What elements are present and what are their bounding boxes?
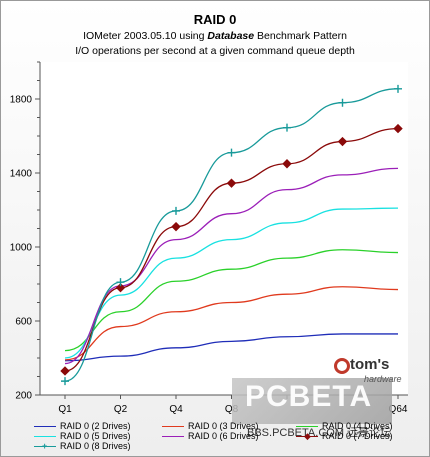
series-line-7 (64, 88, 399, 382)
legend-label-6: RAID 0 (7 Drives) (322, 431, 393, 441)
pcbeta-watermark-url: BBS.PCBETA.COM 远景论坛 (247, 427, 392, 439)
legend-swatch-5 (162, 436, 184, 437)
series-point-7 (394, 84, 402, 93)
subtitle-prefix: IOMeter 2003.05.10 using (83, 30, 208, 42)
series-point-7 (227, 148, 236, 157)
series-line-2 (64, 286, 399, 361)
legend-swatch-1 (34, 426, 56, 427)
y-tick-label: 600 (15, 317, 32, 328)
series-point-7 (61, 377, 69, 386)
series-point-6 (226, 178, 237, 188)
series-point-7 (172, 206, 180, 215)
legend-swatch-3 (296, 426, 318, 427)
series-point-6 (60, 366, 70, 376)
series-line-5 (64, 167, 399, 365)
legend-label-7: RAID 0 (8 Drives) (60, 441, 131, 451)
legend-marker-7: + (42, 441, 48, 451)
toms-logo-icon (334, 358, 350, 374)
series-line-3 (64, 249, 399, 352)
y-tick-label: 1000 (10, 243, 33, 254)
x-tick-label: Q2 (114, 404, 128, 415)
legend-label-3: RAID 0 (4 Drives) (322, 421, 393, 431)
legend-swatch-6 (296, 436, 318, 437)
series-line-4 (64, 207, 399, 359)
legend-label-1: RAID 0 (2 Drives) (60, 421, 131, 431)
legend-label-4: RAID 0 (5 Drives) (60, 431, 131, 441)
x-tick-label: Q64 (389, 404, 408, 415)
series-line-1 (64, 333, 398, 362)
chart-subtitle-2: I/O operations per second at a given com… (75, 45, 355, 57)
toms-logo-text: tom's (350, 356, 390, 373)
y-tick-label: 200 (15, 391, 32, 402)
y-tick-label: 1800 (10, 95, 33, 106)
x-tick-label: Q8 (225, 404, 239, 415)
pcbeta-watermark-text: PCBETA (245, 380, 373, 413)
legend-label-2: RAID 0 (3 Drives) (188, 421, 259, 431)
y-tick-label: 1400 (10, 169, 33, 180)
subtitle-emphasis: Database (207, 30, 255, 42)
series-point-7 (338, 98, 347, 107)
x-tick-label: Q1 (58, 404, 72, 415)
plot-area (40, 62, 408, 395)
pcbeta-watermark-bg (232, 378, 392, 424)
series-point-6 (393, 123, 403, 134)
legend-label-5: RAID 0 (6 Drives) (188, 431, 259, 441)
series-point-6 (115, 282, 126, 293)
legend-swatch-4 (34, 436, 56, 437)
series-point-6 (171, 221, 181, 232)
legend-swatch-7 (34, 446, 56, 447)
series-point-6 (337, 136, 348, 147)
series-point-7 (283, 123, 291, 132)
subtitle-suffix: Benchmark Pattern (254, 30, 347, 42)
series-point-6 (282, 159, 292, 169)
chart-title: RAID 0 (193, 12, 237, 27)
series-point-7 (116, 278, 125, 287)
x-tick-label: Q4 (169, 404, 183, 415)
legend-swatch-2 (162, 426, 184, 427)
toms-logo-sub: hardware (364, 374, 402, 384)
chart-subtitle: IOMeter 2003.05.10 using Database Benchm… (0, 30, 430, 42)
legend-marker-6: ◆ (304, 431, 311, 441)
